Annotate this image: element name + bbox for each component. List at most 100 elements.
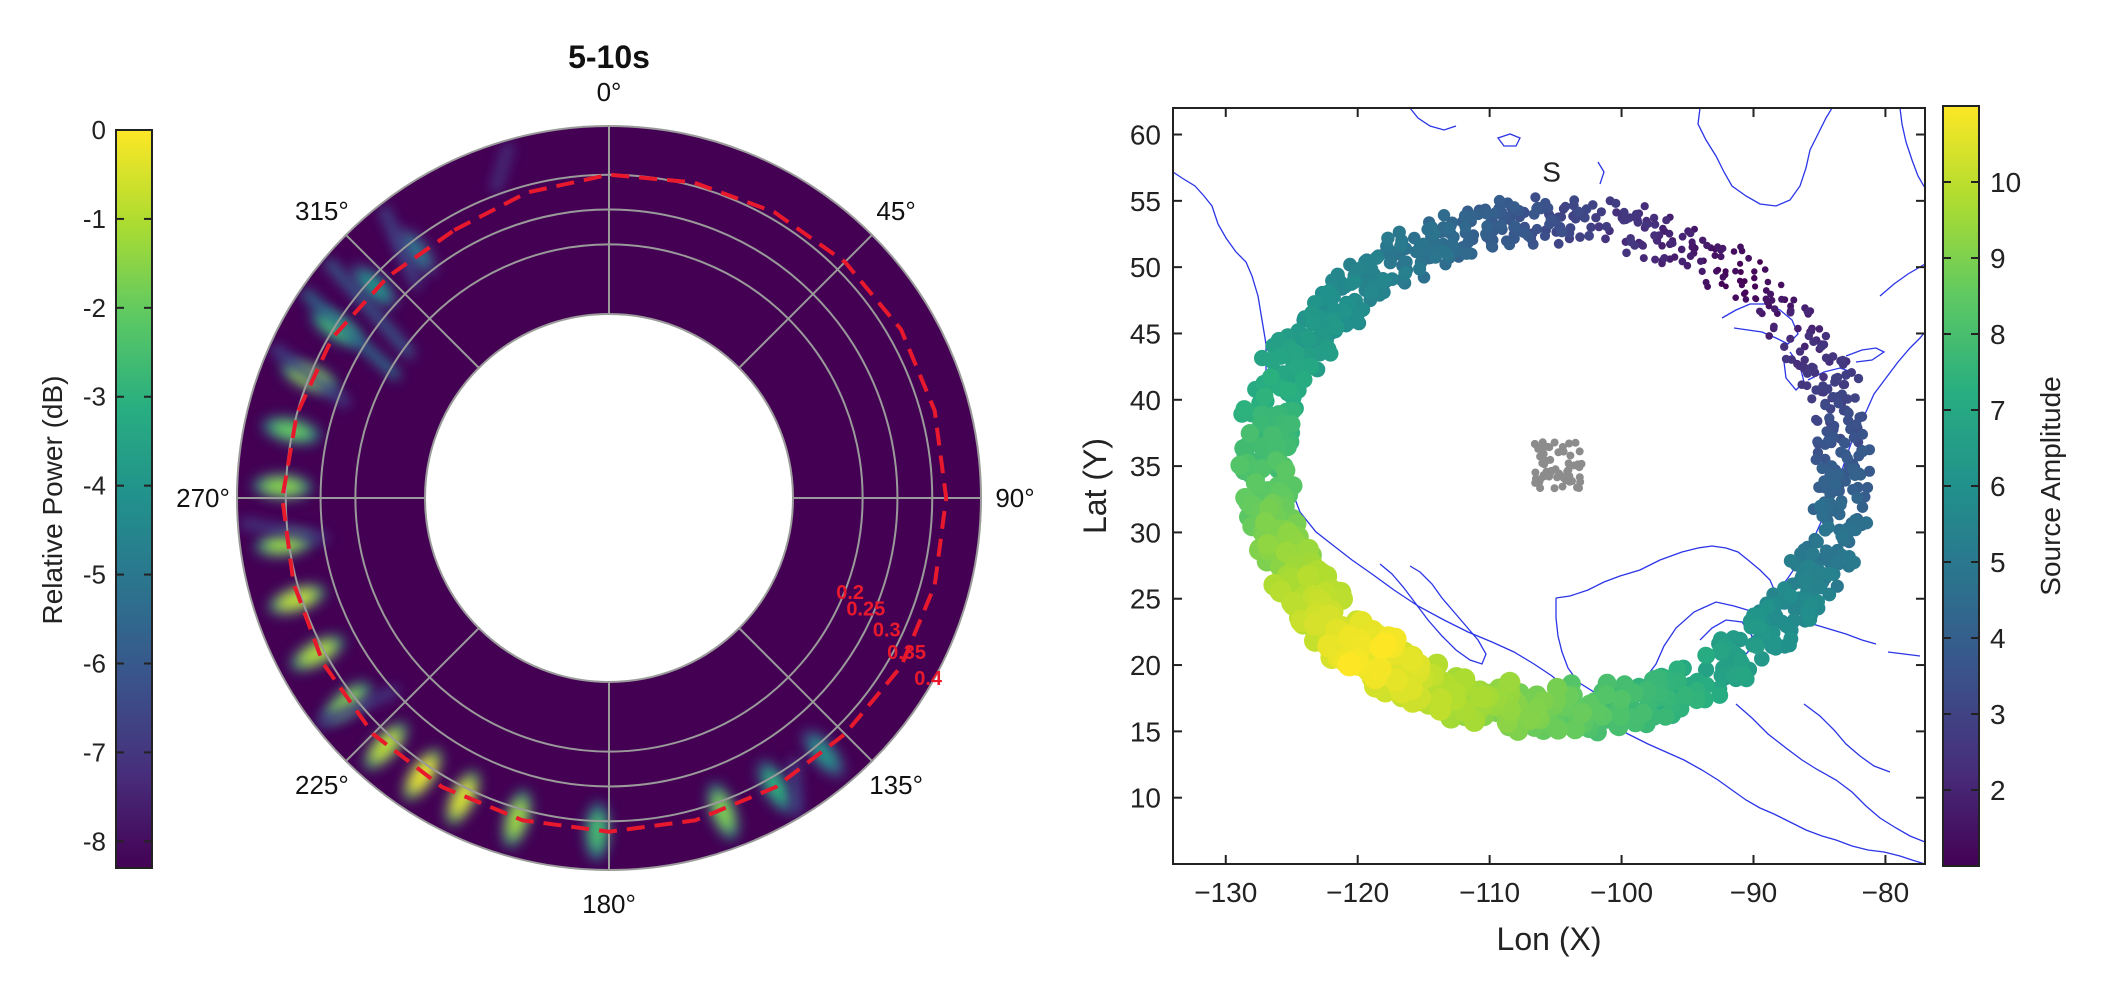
polar-inner-ring (424, 313, 794, 683)
left-colorbar-tick-label: -7 (83, 737, 106, 767)
map-center-point (1531, 468, 1540, 477)
map-source-point (1631, 209, 1641, 219)
map-source-point (1824, 413, 1835, 424)
map-source-point (1528, 208, 1540, 220)
map-source-point (1864, 465, 1875, 477)
map-source-point (1539, 230, 1551, 241)
map-source-point (1812, 416, 1823, 426)
map-source-point (1601, 234, 1610, 244)
map-source-point (1413, 238, 1427, 252)
map-source-point (1336, 303, 1353, 320)
polar-grid (236, 125, 982, 871)
map-source-point (1651, 255, 1660, 264)
map-source-point (1658, 242, 1666, 250)
map-source-point (1579, 212, 1590, 223)
polar-plot: 0°45°90°135°180°225°270°315° 0.20.250.30… (176, 77, 1035, 919)
map-center-point (1545, 472, 1554, 481)
map-source-point (1392, 225, 1406, 239)
map-source-point (1786, 308, 1795, 317)
map-source-point (1240, 424, 1260, 443)
map-source-point (1841, 370, 1851, 380)
map-source-point (1857, 428, 1868, 440)
map-plot: −130 −120 −110 −100 −90 −80 10 15 20 25 30 35 40 45 50… (1077, 107, 1926, 957)
map-center-point (1539, 442, 1547, 451)
map-source-point (1783, 554, 1798, 568)
polar-heat-streak (491, 142, 514, 193)
map-source-point (1800, 605, 1816, 621)
map-ytick-label: 40 (1130, 385, 1161, 416)
map-source-point (1282, 591, 1305, 615)
map-center-point (1558, 482, 1567, 491)
map-source-point (1815, 325, 1824, 333)
map-source-point (1462, 236, 1474, 249)
map-center-point (1536, 484, 1545, 493)
map-center-point (1571, 438, 1580, 447)
map-ring-points (1230, 192, 1875, 742)
map-center-point (1555, 469, 1564, 478)
map-ytick-label: 35 (1130, 451, 1161, 482)
map-source-point (1800, 559, 1815, 574)
map-source-point (1611, 198, 1621, 208)
map-source-point (1830, 377, 1840, 387)
map-source-point (1752, 295, 1760, 303)
map-source-point (1743, 618, 1760, 635)
map-ytick-label: 20 (1130, 650, 1161, 681)
map-source-point (1742, 296, 1750, 303)
map-source-point (1427, 227, 1441, 241)
map-source-point (1633, 218, 1643, 227)
map-source-point (1850, 393, 1860, 403)
map-source-point (1508, 229, 1520, 240)
map-source-point (1255, 387, 1274, 406)
map-source-point (1712, 642, 1729, 660)
map-source-point (1821, 520, 1835, 534)
map-source-annotation: S (1542, 157, 1561, 188)
map-source-point (1413, 262, 1427, 276)
map-source-point (1751, 268, 1758, 275)
map-source-point (1703, 241, 1711, 250)
map-source-point (1737, 269, 1744, 275)
map-source-point (1737, 260, 1744, 267)
map-source-point (1819, 372, 1828, 382)
map-source-point (1364, 262, 1379, 277)
map-source-point (1798, 572, 1813, 587)
map-source-point (1316, 326, 1332, 342)
map-center-point (1554, 448, 1563, 457)
map-source-point (1851, 419, 1862, 430)
map-center-point (1550, 438, 1559, 447)
map-source-point (1350, 306, 1365, 322)
map-source-point (1665, 229, 1674, 238)
map-source-point (1641, 220, 1651, 229)
polar-heat-streak (324, 258, 415, 359)
map-ytick-label: 30 (1130, 517, 1161, 548)
map-source-point (1257, 533, 1279, 555)
map-source-point (1602, 221, 1612, 232)
map-source-point (1786, 334, 1795, 343)
coastline-baja (1379, 563, 1487, 665)
map-source-point (1745, 254, 1752, 262)
map-source-point (1697, 646, 1715, 664)
map-source-point (1639, 254, 1648, 263)
right-colorbar-tick-label: 8 (1990, 319, 2006, 350)
map-source-point (1780, 342, 1789, 351)
polar-grid-spoke (345, 234, 480, 369)
map-source-point (1297, 565, 1320, 588)
left-colorbar-ticks: 0 -1 -2 -3 -4 -5 -6 -7 -8 (83, 115, 152, 856)
coastline-island-3 (1409, 108, 1457, 131)
map-source-point (1659, 224, 1667, 233)
map-source-point (1719, 274, 1727, 281)
coastline-island-1 (1496, 133, 1521, 147)
map-source-point (1713, 268, 1720, 275)
map-source-point (1662, 216, 1671, 225)
map-source-point (1754, 651, 1770, 667)
map-source-point (1322, 345, 1339, 362)
map-source-point (1732, 267, 1739, 275)
map-source-point (1800, 355, 1809, 365)
map-source-point (1671, 253, 1679, 261)
map-source-point (1518, 226, 1529, 238)
polar-radial-labels: 0.20.250.30.35 0.4 (836, 582, 943, 690)
map-source-point (1509, 220, 1521, 232)
left-colorbar-tick-label: -8 (83, 826, 106, 856)
map-xlabel: Lon (X) (1497, 921, 1602, 957)
map-source-point (1611, 706, 1630, 726)
polar-radial-label: 0.2 (836, 582, 864, 604)
